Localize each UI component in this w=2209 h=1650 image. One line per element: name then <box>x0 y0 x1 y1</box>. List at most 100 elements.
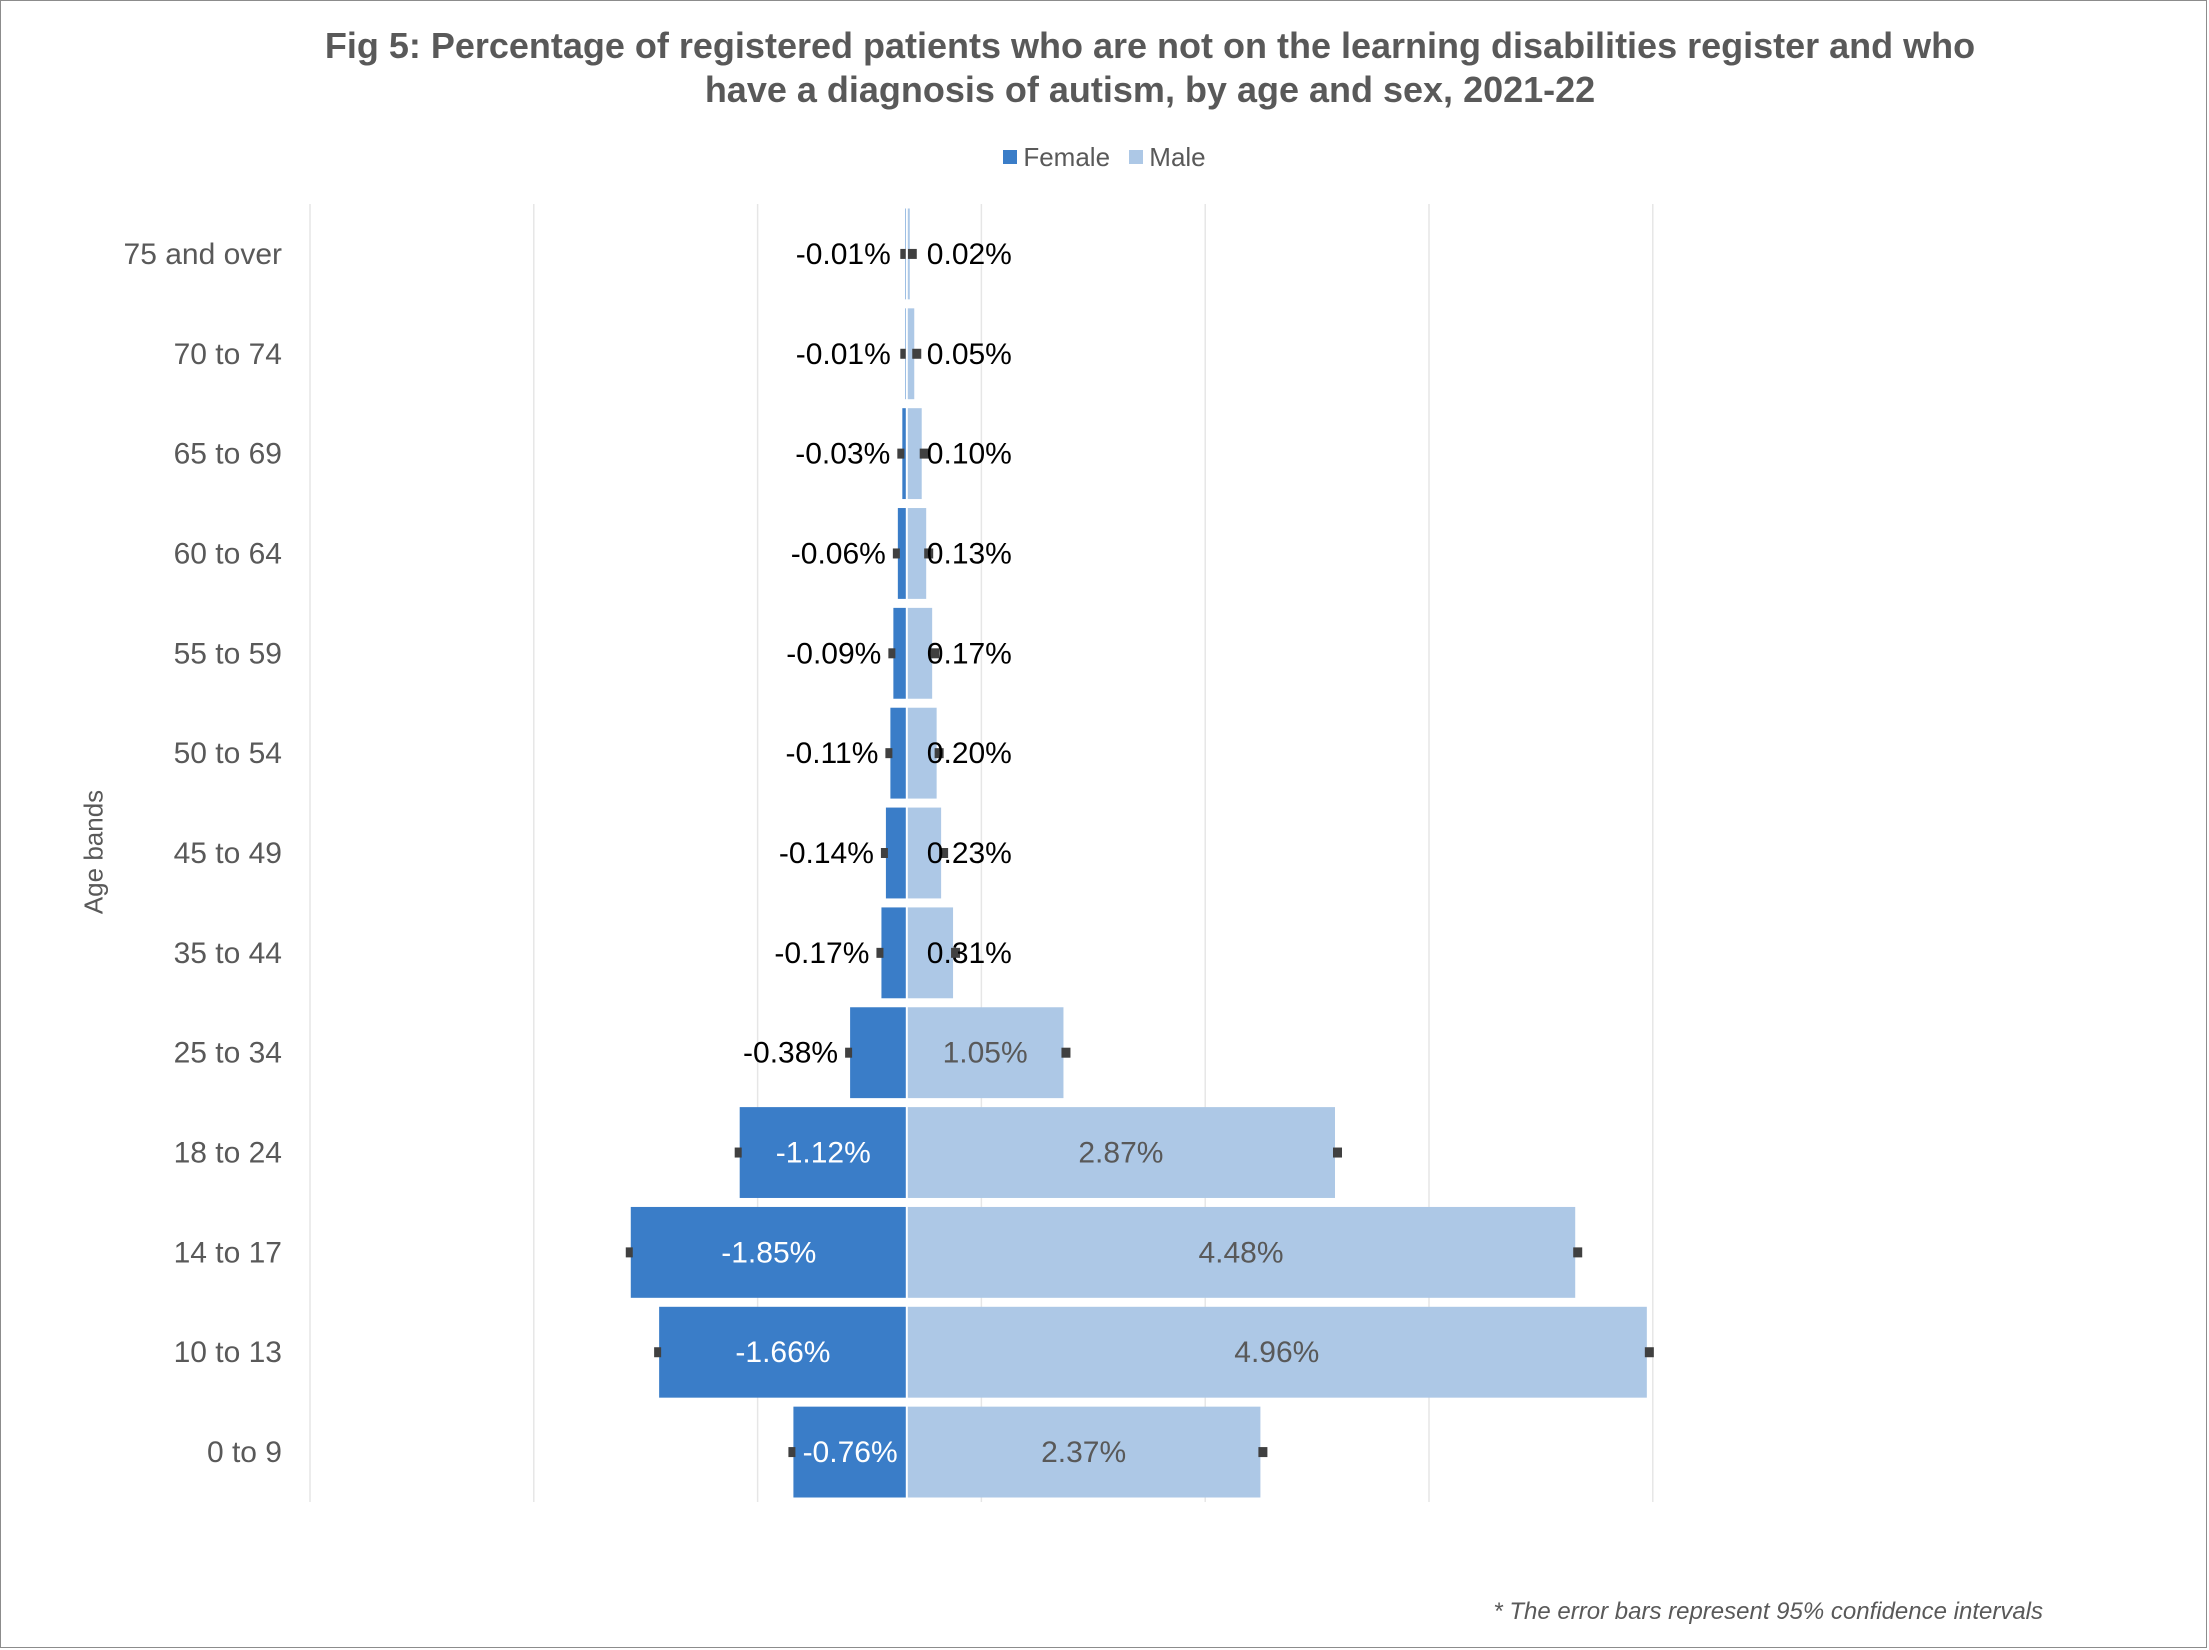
bar-male <box>906 707 937 799</box>
data-label-male: 4.48% <box>1198 1236 1283 1269</box>
category-label: 65 to 69 <box>174 438 282 471</box>
chart-legend: Female Male <box>0 140 2209 173</box>
category-label: 45 to 49 <box>174 837 282 870</box>
bar-male <box>906 1107 1336 1198</box>
bar-male <box>906 607 933 699</box>
bar-female <box>739 1107 907 1198</box>
category-label: 70 to 74 <box>174 338 282 371</box>
bar-female <box>630 1206 907 1298</box>
error-bar-female <box>900 348 908 359</box>
legend-item-female: Female <box>1003 142 1110 173</box>
data-label-male: 4.96% <box>1234 1336 1319 1369</box>
data-label-female: -1.12% <box>776 1137 871 1170</box>
category-label: 25 to 34 <box>174 1037 282 1070</box>
chart-title-line-1: Fig 5: Percentage of registered patients… <box>324 25 1976 66</box>
error-bar-female <box>625 1247 633 1258</box>
bar-female <box>793 1406 907 1498</box>
bar-male <box>906 308 915 400</box>
category-label: 55 to 59 <box>174 637 282 670</box>
data-label-male: 0.05% <box>927 338 1012 371</box>
category-label: 14 to 17 <box>174 1236 282 1269</box>
bar-female <box>659 1306 907 1398</box>
bar-female <box>897 508 907 599</box>
data-label-female: -0.76% <box>803 1436 898 1469</box>
data-label-male: 0.23% <box>927 837 1012 870</box>
data-label-male: 0.02% <box>927 238 1012 271</box>
legend-label-male: Male <box>1149 141 1206 172</box>
data-label-female: -0.38% <box>743 1037 838 1070</box>
error-bar-female <box>885 748 893 759</box>
error-bar-male <box>930 648 940 659</box>
bar-female <box>885 807 907 899</box>
error-bar-female <box>654 1347 662 1358</box>
data-label-female: -0.11% <box>786 737 879 770</box>
bar-male <box>906 907 954 999</box>
error-bar-female <box>900 248 908 259</box>
data-label-male: 0.13% <box>927 537 1012 570</box>
data-label-male: 0.17% <box>927 637 1012 670</box>
category-label: 18 to 24 <box>174 1137 282 1170</box>
bar-female <box>893 607 907 699</box>
data-label-female: -1.66% <box>735 1336 830 1369</box>
data-label-male: 0.10% <box>927 438 1012 471</box>
data-label-female: -0.01% <box>796 338 891 371</box>
chart-title: Fig 5: Percentage of registered patients… <box>200 24 2100 112</box>
error-bar-female <box>880 848 888 858</box>
error-bar-male <box>1258 1447 1268 1458</box>
data-label-female: -1.85% <box>721 1236 816 1269</box>
legend-item-male: Male <box>1129 141 1206 173</box>
category-label: 60 to 64 <box>174 537 282 570</box>
data-label-male: 2.87% <box>1078 1137 1163 1170</box>
bar-male <box>906 1206 1576 1298</box>
legend-label-female: Female <box>1023 141 1111 172</box>
bar-male <box>906 1306 1647 1398</box>
data-label-male: 0.31% <box>927 937 1012 970</box>
bar-male <box>906 1406 1261 1498</box>
error-bar-male <box>1644 1347 1654 1358</box>
error-bar-male <box>924 548 934 559</box>
bar-male <box>906 508 927 599</box>
error-bar-female <box>734 1147 742 1158</box>
category-label: 0 to 9 <box>207 1436 282 1469</box>
data-label-female: -0.06% <box>791 537 886 570</box>
data-label-female: -0.17% <box>774 937 869 970</box>
bar-female <box>890 707 907 799</box>
bar-female <box>881 907 907 999</box>
error-bar-male <box>1333 1147 1343 1158</box>
error-bar-male <box>934 748 944 759</box>
category-label: 35 to 44 <box>174 937 282 970</box>
bar-male <box>906 408 922 500</box>
bar-female <box>850 1007 907 1099</box>
error-bar-male <box>907 248 917 259</box>
data-label-male: 0.20% <box>927 737 1012 770</box>
error-bar-female <box>788 1447 796 1458</box>
data-label-male: 2.37% <box>1041 1436 1126 1469</box>
data-label-female: -0.09% <box>786 637 881 670</box>
bar-female <box>902 408 907 500</box>
error-bar-female <box>888 648 896 659</box>
error-bar-male <box>951 947 961 958</box>
error-bar-male <box>939 848 949 858</box>
chart-title-line-2: have a diagnosis of autism, by age and s… <box>704 69 1596 110</box>
error-bar-male <box>919 448 929 459</box>
error-bar-male <box>912 348 922 359</box>
error-bar-male <box>1061 1047 1071 1058</box>
error-bar-female <box>892 548 900 559</box>
footnote: * The error bars represent 95% confidenc… <box>1493 1598 2043 1625</box>
category-label: 10 to 13 <box>174 1336 282 1369</box>
error-bar-female <box>897 448 905 459</box>
legend-swatch-female <box>1003 150 1018 164</box>
category-label: 50 to 54 <box>174 737 282 770</box>
error-bar-female <box>845 1047 853 1058</box>
error-bar-female <box>876 947 884 958</box>
bar-male <box>906 1007 1064 1099</box>
bar-male <box>906 807 942 899</box>
data-label-female: -0.14% <box>779 837 874 870</box>
data-label-male: 1.05% <box>943 1037 1028 1070</box>
category-label: 75 and over <box>124 238 282 271</box>
error-bar-male <box>1573 1247 1583 1258</box>
legend-swatch-male <box>1129 150 1144 164</box>
data-label-female: -0.03% <box>795 438 890 471</box>
data-label-female: -0.01% <box>796 238 891 271</box>
